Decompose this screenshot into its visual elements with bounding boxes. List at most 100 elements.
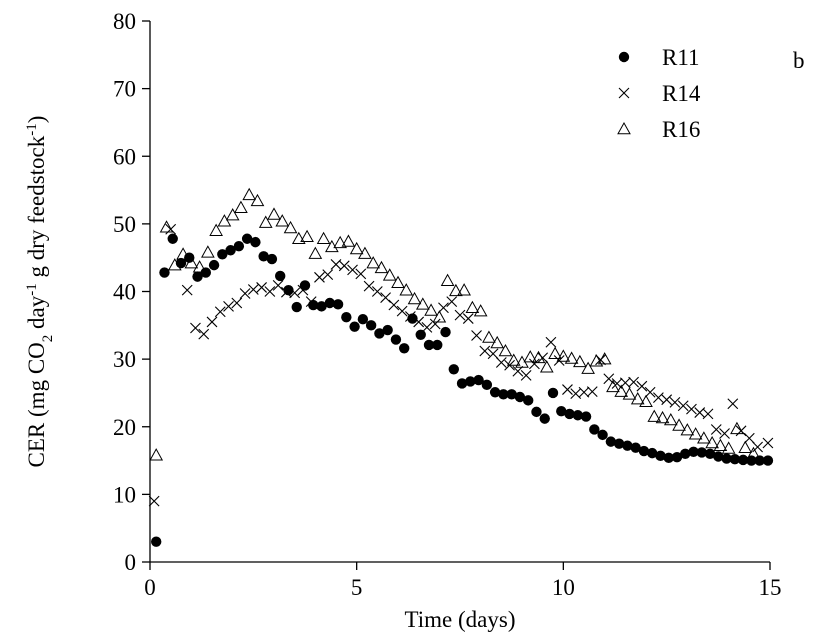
y-tick-label: 20 (113, 415, 136, 440)
data-point-R16 (217, 214, 232, 227)
data-point-R14 (338, 260, 350, 272)
data-point-R16 (622, 387, 637, 400)
cross-stroke (371, 286, 383, 297)
data-point-R16 (672, 418, 686, 431)
data-point-R14 (644, 386, 656, 398)
data-point-R16 (167, 258, 182, 271)
data-point-R11 (440, 326, 451, 338)
data-point-R16 (440, 273, 455, 286)
data-point-R11 (713, 451, 724, 462)
cross-stroke (281, 286, 292, 298)
data-point-R14 (190, 322, 201, 334)
data-point-R14 (413, 316, 425, 328)
data-point-R14 (396, 305, 408, 317)
data-point-R11 (382, 324, 393, 336)
data-point-R16 (300, 229, 314, 243)
data-point-R16 (308, 246, 323, 259)
data-point-R11 (365, 320, 377, 331)
data-point-R14 (322, 269, 334, 280)
x-tick-label: 15 (759, 575, 782, 600)
data-point-R16 (184, 256, 199, 269)
data-point-R11 (580, 411, 592, 422)
data-point-R16 (407, 291, 422, 305)
legend-label: R16 (662, 117, 700, 142)
data-point-R11 (498, 389, 509, 400)
cross-stroke (231, 297, 243, 309)
data-point-R14 (363, 280, 375, 292)
y-axis-title-part: -1 (24, 123, 40, 136)
cross-stroke (537, 352, 549, 364)
data-point-R14 (586, 386, 598, 397)
series-R11 (151, 233, 774, 547)
y-tick-label: 70 (113, 77, 136, 102)
data-point-R11 (341, 311, 352, 323)
data-point-R11 (473, 374, 484, 386)
data-point-R16 (490, 335, 505, 349)
data-point-R14 (752, 441, 763, 453)
data-point-R11 (266, 253, 278, 265)
data-point-R14 (553, 355, 565, 366)
data-point-R11 (564, 408, 575, 420)
cross-stroke (669, 397, 681, 408)
x-axis: 0 5 10 15 (144, 561, 782, 600)
data-point-R16 (234, 200, 248, 213)
data-point-R14 (239, 288, 251, 299)
data-point-R14 (421, 321, 433, 333)
data-point-R11 (192, 271, 203, 282)
cross-stroke (644, 386, 656, 398)
data-point-R14 (289, 287, 301, 299)
legend-marker (617, 121, 631, 135)
cross-stroke (545, 336, 557, 348)
y-axis-title-part: 2 (40, 335, 56, 343)
data-point-R16 (366, 256, 381, 269)
cross-stroke (520, 369, 532, 381)
data-point-R16 (697, 431, 711, 444)
data-point-R11 (250, 236, 261, 248)
cross-stroke (198, 328, 210, 340)
cross-stroke (686, 403, 697, 415)
cross-stroke (289, 287, 301, 299)
legend-item-R14: R14 (618, 81, 701, 106)
data-point-R11 (167, 233, 178, 244)
data-point-R11 (762, 455, 774, 466)
data-point-R14 (520, 369, 532, 381)
data-point-R16 (465, 300, 480, 314)
data-point-R16 (688, 427, 703, 440)
data-point-R14 (371, 286, 383, 297)
cross-stroke (471, 330, 482, 341)
data-point-R14 (305, 296, 317, 308)
cross-stroke (181, 284, 193, 296)
data-point-R14 (545, 336, 557, 348)
data-point-R14 (636, 380, 648, 392)
cross-stroke (363, 280, 375, 292)
data-point-R16 (506, 353, 521, 366)
data-point-R11 (456, 378, 468, 389)
data-point-R11 (754, 455, 765, 466)
data-point-R16 (457, 283, 471, 296)
cross-stroke (272, 280, 284, 291)
data-point-R14 (247, 284, 259, 295)
data-point-R11 (622, 440, 633, 451)
data-point-R16 (531, 350, 546, 364)
cross-stroke (438, 302, 449, 314)
data-point-R16 (291, 231, 306, 245)
data-point-R14 (628, 376, 639, 388)
y-tick-label: 10 (113, 482, 136, 507)
legend: R11 R14 R16 (617, 45, 701, 142)
y-axis-title-part: CER (mg CO (24, 342, 49, 467)
data-point-R11 (349, 321, 360, 332)
data-point-R14 (727, 398, 739, 410)
data-point-R11 (721, 453, 732, 464)
data-point-R11 (291, 301, 302, 313)
data-point-R16 (655, 410, 670, 424)
cross-stroke (495, 357, 507, 368)
data-point-R16 (449, 283, 463, 297)
data-point-R16 (341, 234, 356, 247)
cross-stroke (628, 376, 639, 388)
cross-stroke (206, 316, 218, 328)
data-point-R16 (746, 446, 761, 460)
data-point-R16 (225, 208, 240, 221)
data-point-R14 (669, 397, 681, 408)
data-point-R11 (696, 447, 707, 458)
data-point-R14 (231, 297, 243, 309)
